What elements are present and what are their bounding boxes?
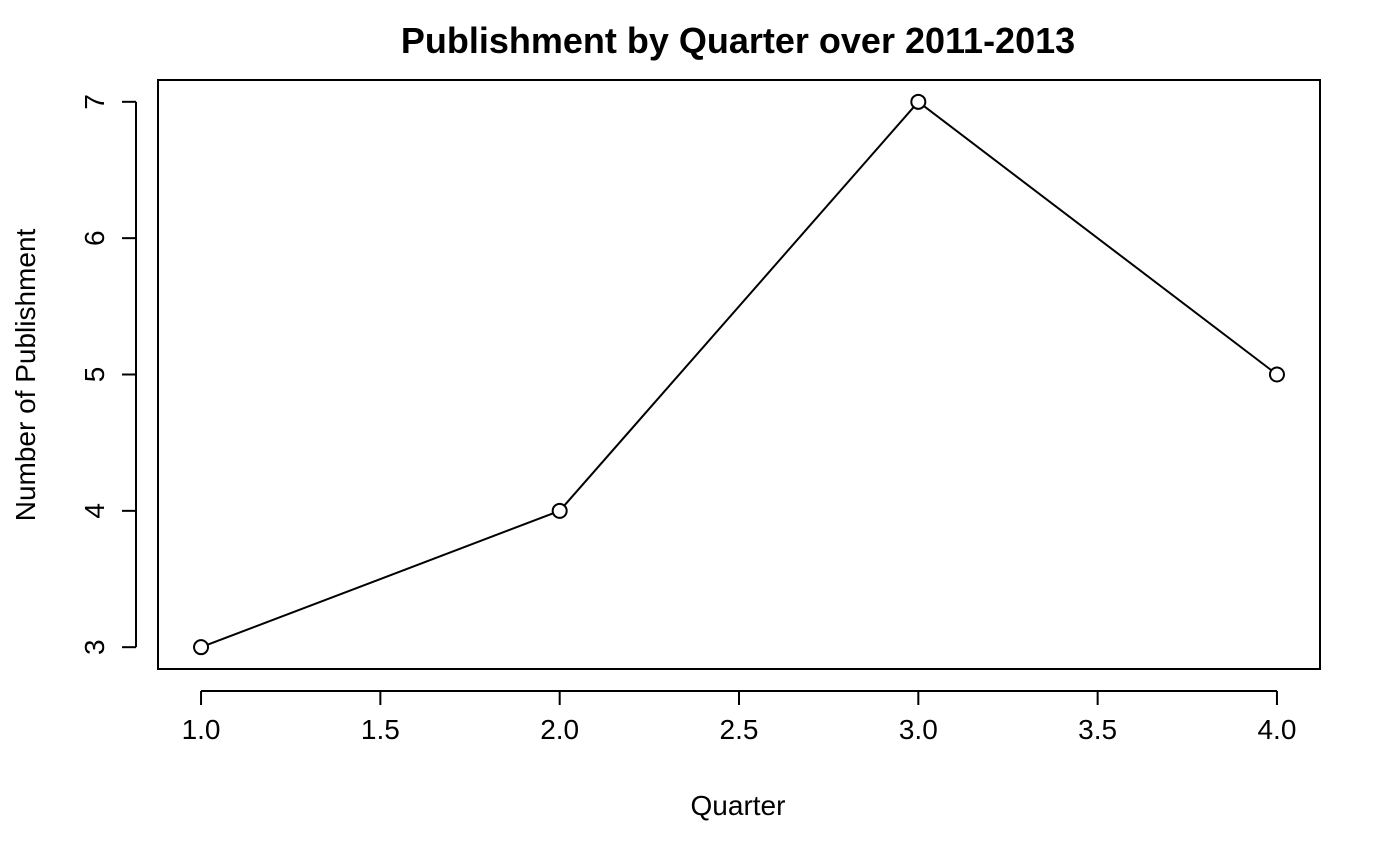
plot-frame (157, 79, 1321, 670)
x-axis-label: Quarter (691, 790, 786, 821)
series-line-segment (923, 105, 1272, 372)
x-tick-label: 4.0 (1257, 714, 1296, 745)
y-tick-label: 6 (79, 230, 110, 246)
x-axis: 1.0 1.5 2.0 2.5 3.0 3.5 4.0 (182, 690, 1296, 745)
data-point (193, 639, 210, 656)
chart-title: Publishment by Quarter over 2011-2013 (401, 20, 1075, 61)
data-point (551, 502, 568, 519)
y-tick-label: 7 (79, 94, 110, 110)
data-point (1268, 366, 1285, 383)
y-tick-label: 5 (79, 367, 110, 383)
series-line-segment (563, 106, 915, 507)
x-tick-label: 3.0 (899, 714, 938, 745)
y-axis-label: Number of Publishment (10, 228, 41, 521)
y-axis: 3 4 5 6 7 (79, 94, 137, 655)
x-tick-label: 2.5 (720, 714, 759, 745)
series-layer (193, 93, 1285, 656)
x-tick-label: 1.0 (182, 714, 221, 745)
series-line-segment (207, 512, 554, 646)
x-tick-label: 3.5 (1078, 714, 1117, 745)
y-tick-label: 4 (79, 503, 110, 519)
data-point (910, 93, 927, 110)
y-tick-label: 3 (79, 639, 110, 655)
x-tick-label: 1.5 (361, 714, 400, 745)
x-tick-label: 2.0 (540, 714, 579, 745)
